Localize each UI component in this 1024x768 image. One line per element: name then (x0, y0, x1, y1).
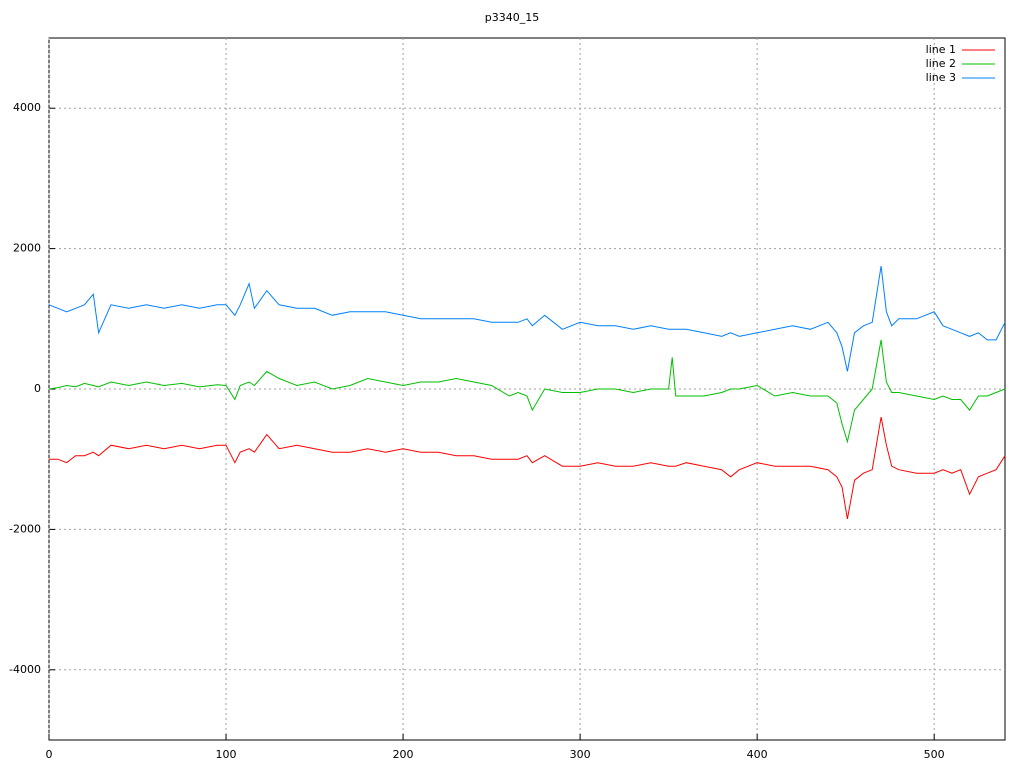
x-tick-label: 300 (570, 748, 591, 761)
legend-label: line 3 (926, 71, 956, 84)
legend-label: line 1 (926, 43, 956, 56)
x-tick-label: 100 (216, 748, 237, 761)
y-tick-label: 2000 (13, 242, 41, 255)
chart-title: p3340_15 (485, 11, 539, 24)
y-tick-label: -2000 (9, 522, 41, 535)
data-line (49, 417, 1006, 519)
legend-label: line 2 (926, 57, 956, 70)
data-line (48, 339, 1006, 444)
x-tick-label: 0 (46, 748, 53, 761)
y-tick-label: -4000 (9, 663, 41, 676)
data-line (48, 266, 1006, 372)
x-tick-label: 200 (393, 748, 414, 761)
y-tick-label: 4000 (13, 101, 41, 114)
plot-border (48, 37, 1006, 741)
x-tick-label: 500 (924, 748, 945, 761)
y-tick-label: 0 (34, 382, 41, 395)
x-tick-label: 400 (747, 748, 768, 761)
